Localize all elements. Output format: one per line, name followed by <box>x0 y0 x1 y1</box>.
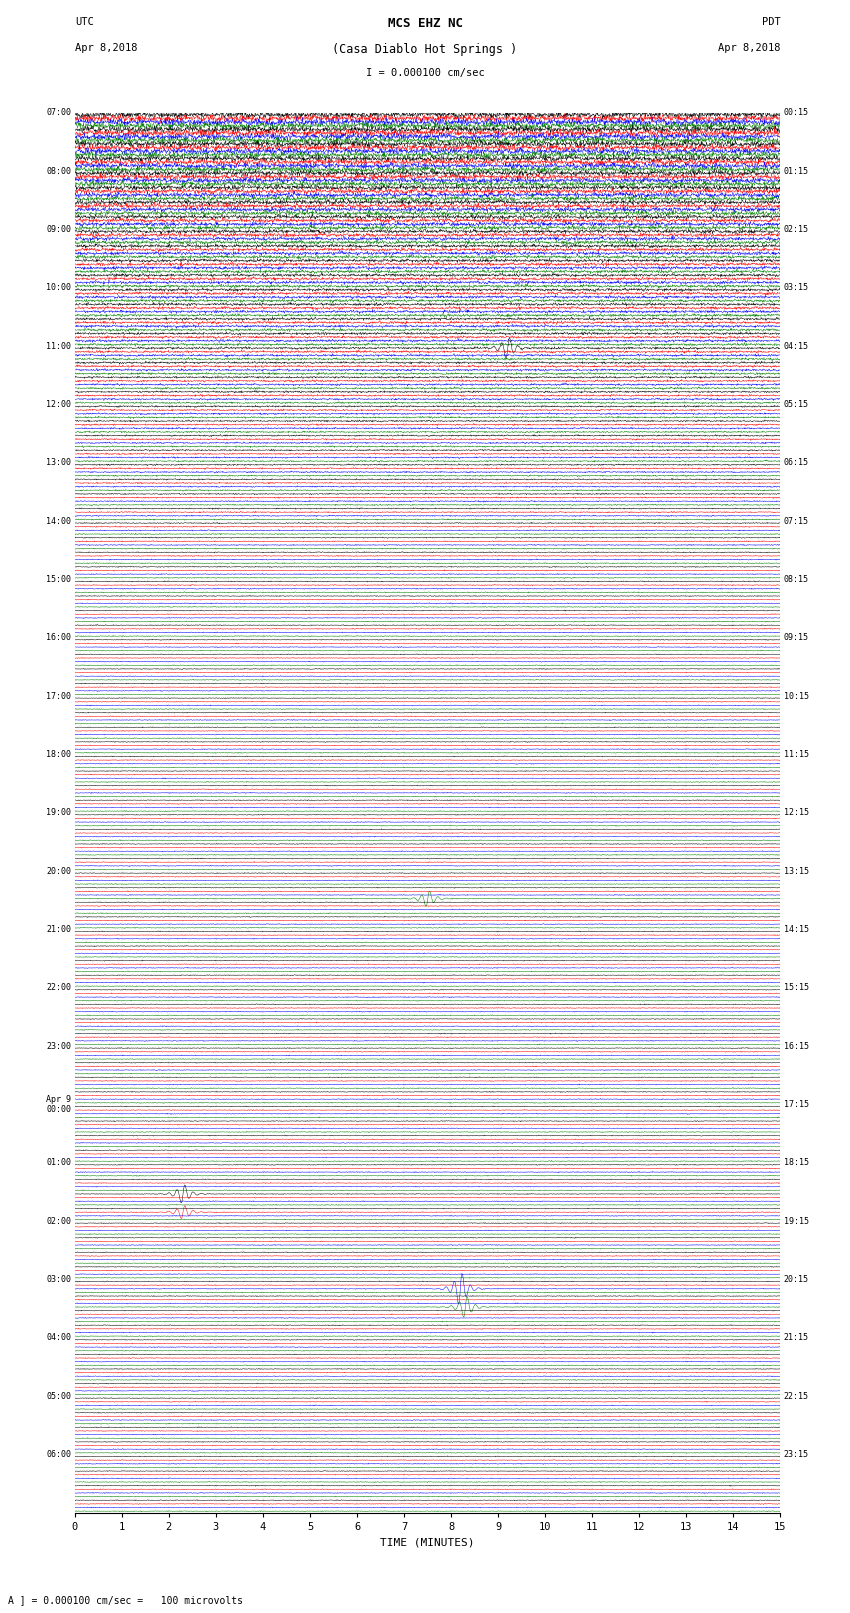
Text: 02:00: 02:00 <box>46 1216 71 1226</box>
Text: 06:00: 06:00 <box>46 1450 71 1460</box>
Text: 17:15: 17:15 <box>784 1100 809 1110</box>
Text: UTC: UTC <box>75 18 94 27</box>
Text: 14:00: 14:00 <box>46 516 71 526</box>
Text: (Casa Diablo Hot Springs ): (Casa Diablo Hot Springs ) <box>332 44 518 56</box>
Text: 21:15: 21:15 <box>784 1334 809 1342</box>
Text: 16:00: 16:00 <box>46 634 71 642</box>
Text: 11:15: 11:15 <box>784 750 809 760</box>
Text: 02:15: 02:15 <box>784 226 809 234</box>
Text: 12:15: 12:15 <box>784 808 809 818</box>
Text: 07:00: 07:00 <box>46 108 71 118</box>
Text: 13:00: 13:00 <box>46 458 71 468</box>
Text: MCS EHZ NC: MCS EHZ NC <box>388 18 462 31</box>
Text: I = 0.000100 cm/sec: I = 0.000100 cm/sec <box>366 68 484 77</box>
Text: Apr 8,2018: Apr 8,2018 <box>75 44 138 53</box>
Text: Apr 8,2018: Apr 8,2018 <box>717 44 780 53</box>
Text: 18:15: 18:15 <box>784 1158 809 1168</box>
Text: 03:00: 03:00 <box>46 1276 71 1284</box>
Text: 00:15: 00:15 <box>784 108 809 118</box>
Text: 20:00: 20:00 <box>46 866 71 876</box>
Text: 09:00: 09:00 <box>46 226 71 234</box>
Text: 21:00: 21:00 <box>46 926 71 934</box>
Text: 13:15: 13:15 <box>784 866 809 876</box>
Text: 08:00: 08:00 <box>46 166 71 176</box>
Text: Apr 9
00:00: Apr 9 00:00 <box>46 1095 71 1115</box>
Text: 05:15: 05:15 <box>784 400 809 410</box>
Text: 15:00: 15:00 <box>46 576 71 584</box>
Text: 10:15: 10:15 <box>784 692 809 700</box>
Text: 16:15: 16:15 <box>784 1042 809 1050</box>
Text: 03:15: 03:15 <box>784 284 809 292</box>
Text: PDT: PDT <box>762 18 780 27</box>
Text: 19:00: 19:00 <box>46 808 71 818</box>
Text: 04:15: 04:15 <box>784 342 809 350</box>
Text: 22:00: 22:00 <box>46 984 71 992</box>
Text: 14:15: 14:15 <box>784 926 809 934</box>
Text: 22:15: 22:15 <box>784 1392 809 1400</box>
Text: 07:15: 07:15 <box>784 516 809 526</box>
Text: 01:00: 01:00 <box>46 1158 71 1168</box>
Text: 17:00: 17:00 <box>46 692 71 700</box>
X-axis label: TIME (MINUTES): TIME (MINUTES) <box>380 1537 475 1547</box>
Text: 12:00: 12:00 <box>46 400 71 410</box>
Text: 01:15: 01:15 <box>784 166 809 176</box>
Text: 15:15: 15:15 <box>784 984 809 992</box>
Text: 19:15: 19:15 <box>784 1216 809 1226</box>
Text: 23:00: 23:00 <box>46 1042 71 1050</box>
Text: 04:00: 04:00 <box>46 1334 71 1342</box>
Text: 20:15: 20:15 <box>784 1276 809 1284</box>
Text: 23:15: 23:15 <box>784 1450 809 1460</box>
Text: 06:15: 06:15 <box>784 458 809 468</box>
Text: 05:00: 05:00 <box>46 1392 71 1400</box>
Text: 10:00: 10:00 <box>46 284 71 292</box>
Text: 11:00: 11:00 <box>46 342 71 350</box>
Text: A ] = 0.000100 cm/sec =   100 microvolts: A ] = 0.000100 cm/sec = 100 microvolts <box>8 1595 243 1605</box>
Text: 09:15: 09:15 <box>784 634 809 642</box>
Text: 18:00: 18:00 <box>46 750 71 760</box>
Text: 08:15: 08:15 <box>784 576 809 584</box>
